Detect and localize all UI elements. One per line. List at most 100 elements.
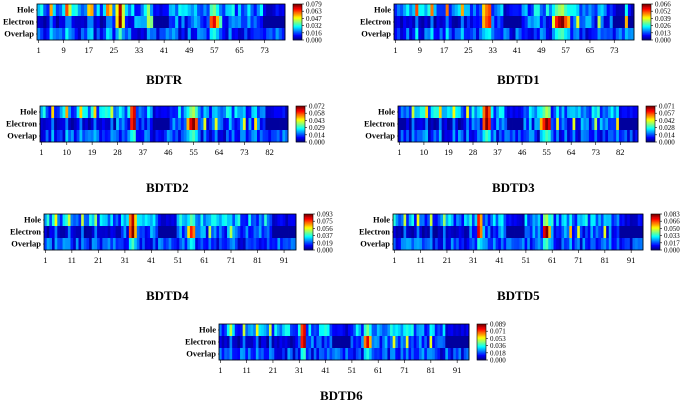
heatmap-cell <box>106 4 110 17</box>
heatmap-cell <box>126 226 130 239</box>
heatmap-cell <box>308 324 312 337</box>
heatmap-cell <box>582 4 586 17</box>
heatmap-cell <box>536 28 541 41</box>
heatmap-cell <box>472 28 477 41</box>
heatmap-cell <box>627 106 631 119</box>
heatmap-cell <box>485 106 489 119</box>
heatmap-cell <box>240 324 244 337</box>
heatmap-cell <box>240 226 244 239</box>
heatmap-cell <box>232 238 236 251</box>
heatmap-cell <box>203 130 207 143</box>
heatmap-cell <box>545 16 550 29</box>
heatmap-cell <box>276 130 280 143</box>
heatmap-cell <box>147 106 151 119</box>
heatmap-cell <box>195 226 199 239</box>
heatmap-cell <box>169 118 173 131</box>
heatmap-cell <box>71 118 75 131</box>
heatmap-cell <box>624 28 629 41</box>
x-tick-label: 41 <box>495 255 504 265</box>
heatmap-cell <box>279 324 283 337</box>
colorbar-segment <box>651 221 660 223</box>
colorbar-segment <box>293 37 302 39</box>
heatmap-cell <box>433 4 437 17</box>
heatmap-cell <box>258 324 262 337</box>
heatmap-cell <box>178 106 182 119</box>
colorbar-segment <box>651 214 660 217</box>
heatmap-cell <box>490 130 494 143</box>
heatmap-cell <box>265 106 269 119</box>
heatmap-cell <box>123 238 127 251</box>
heatmap-cell <box>422 106 426 119</box>
heatmap-cell <box>96 16 101 29</box>
heatmap-cell <box>171 214 175 227</box>
heatmap-cell <box>576 16 580 29</box>
heatmap-cell <box>76 106 80 119</box>
heatmap-cell <box>209 118 213 131</box>
heatmap-cell <box>532 226 536 239</box>
heatmap-cell <box>621 238 625 251</box>
heatmap-cell <box>606 238 610 251</box>
heatmap-cell <box>445 28 450 41</box>
colorbar-segment <box>293 13 302 15</box>
heatmap-cell <box>62 238 66 251</box>
heatmap-cell <box>539 16 544 29</box>
heatmap-cell <box>274 238 278 251</box>
colorbar-segment <box>651 233 660 235</box>
colorbar-frame <box>303 213 314 251</box>
heatmap-cell <box>421 324 425 337</box>
heatmap-cell <box>376 324 380 337</box>
heatmap-cell <box>449 106 453 119</box>
heatmap-cell <box>570 16 574 29</box>
colorbar-segment <box>642 4 651 7</box>
heatmap-cell <box>599 118 603 131</box>
heatmap-cell <box>118 4 123 17</box>
heatmap-cell <box>533 16 538 29</box>
heatmap-cell <box>266 28 270 41</box>
heatmap-cell <box>598 238 602 251</box>
heatmap-cell <box>242 324 246 337</box>
heatmap-cell <box>515 4 519 17</box>
heatmap-cell <box>268 106 272 119</box>
colorbar-tick-label: 0.036 <box>490 342 506 350</box>
row-label: Overlap <box>4 28 34 38</box>
heatmap-cell <box>118 214 122 227</box>
heatmap-cell <box>203 118 207 131</box>
heatmap-cell <box>224 238 228 251</box>
colorbar-segment <box>293 16 302 18</box>
heatmap-cell <box>161 106 165 119</box>
heatmap-cell <box>586 130 590 143</box>
colorbar-segment <box>642 25 651 27</box>
heatmap-cell <box>146 28 151 41</box>
colorbar-segment <box>646 127 655 129</box>
heatmap-cell <box>184 214 188 227</box>
heatmap-cell <box>598 226 602 239</box>
heatmap-cell <box>62 16 66 29</box>
heatmap-cell <box>102 106 106 119</box>
colorbar-segment <box>646 128 655 130</box>
heatmap-cell <box>445 214 449 227</box>
heatmap-cell <box>171 226 175 239</box>
heatmap-cell <box>242 214 246 227</box>
heatmap-cell <box>124 16 129 29</box>
heatmap-cell <box>414 106 418 119</box>
heatmap-cell <box>567 130 571 143</box>
heatmap-cell <box>82 118 86 131</box>
heatmap-cell <box>84 4 88 17</box>
heatmap-cell <box>110 118 114 131</box>
heatmap-cell <box>406 28 410 41</box>
heatmap-cell <box>215 28 220 41</box>
heatmap-cell <box>271 324 275 337</box>
colorbar-segment <box>646 134 655 136</box>
heatmap-cell <box>466 324 470 337</box>
heatmap-cell <box>71 16 76 29</box>
heatmap-cell <box>417 118 421 131</box>
x-tick-label: 25 <box>110 45 119 55</box>
row-label: Hole <box>24 214 41 224</box>
heatmap-cell <box>297 324 301 337</box>
heatmap-cell <box>70 226 74 239</box>
heatmap-cell <box>555 4 559 17</box>
heatmap-cell <box>192 226 196 239</box>
heatmap-cell <box>403 214 407 227</box>
colorbar-tick-label: 0.033 <box>664 232 680 240</box>
